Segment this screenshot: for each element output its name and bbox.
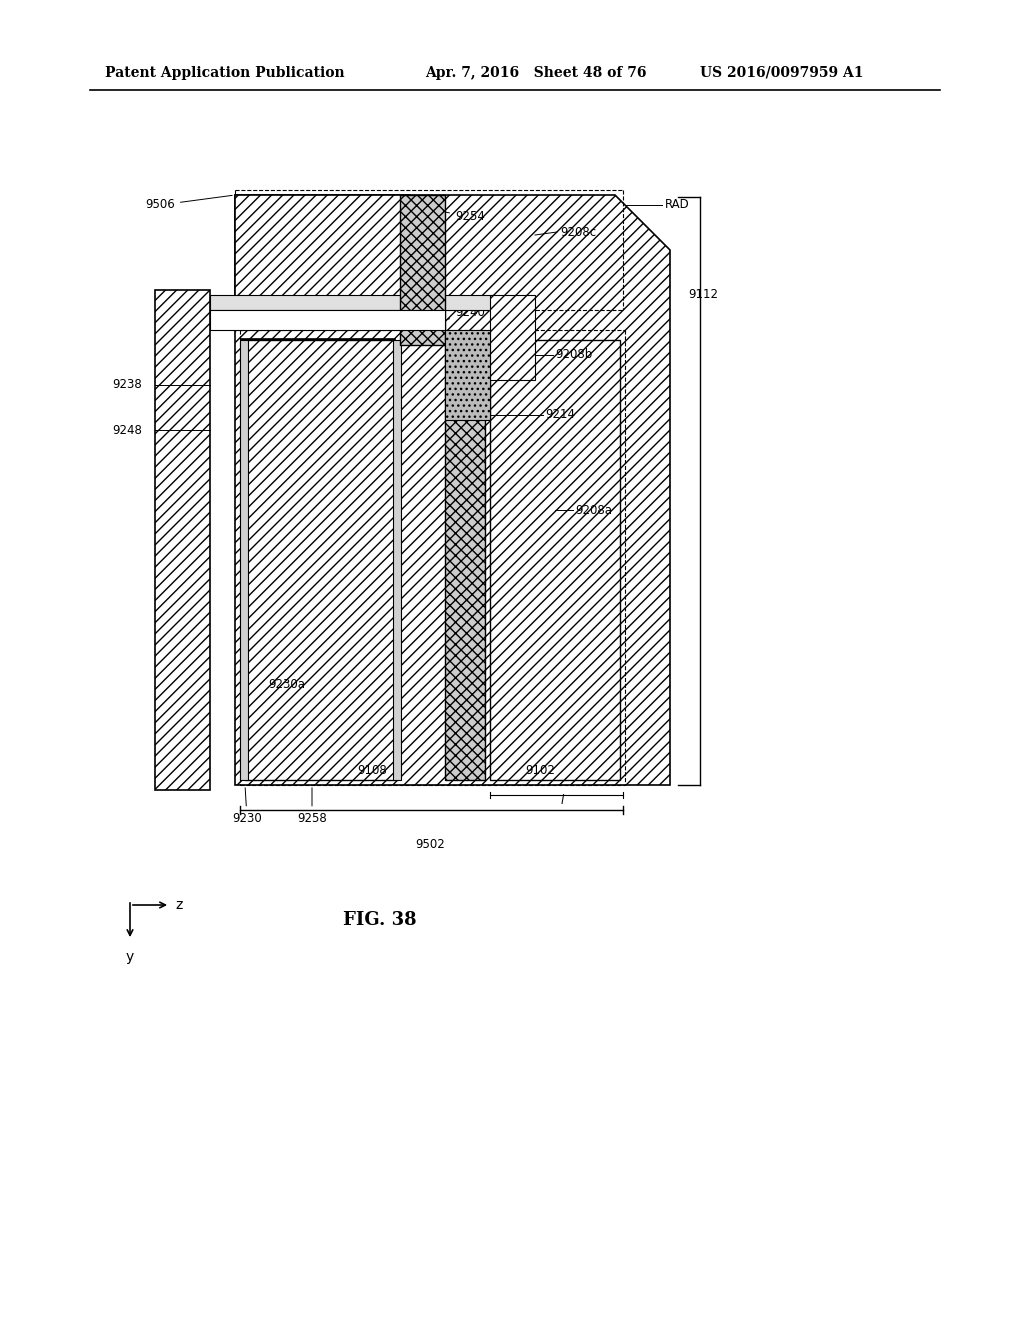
Text: 9230: 9230 xyxy=(232,788,262,825)
Text: 9248: 9248 xyxy=(112,424,142,437)
Text: 9230b: 9230b xyxy=(266,240,304,253)
Text: l: l xyxy=(560,793,563,807)
Text: 9258: 9258 xyxy=(297,788,327,825)
Bar xyxy=(240,338,395,341)
Text: 9506: 9506 xyxy=(145,195,232,211)
Text: 9106: 9106 xyxy=(451,763,480,776)
Text: 9208c: 9208c xyxy=(560,226,596,239)
Text: US 2016/0097959 A1: US 2016/0097959 A1 xyxy=(700,66,863,81)
Text: FIG. 38: FIG. 38 xyxy=(343,911,417,929)
Bar xyxy=(445,341,485,780)
Bar xyxy=(155,290,210,789)
Text: 9208b: 9208b xyxy=(555,348,592,362)
Text: 9254: 9254 xyxy=(423,207,485,223)
Bar xyxy=(210,294,495,310)
Bar xyxy=(445,330,490,420)
Text: Apr. 7, 2016   Sheet 48 of 76: Apr. 7, 2016 Sheet 48 of 76 xyxy=(425,66,646,81)
Bar xyxy=(400,195,445,345)
Text: RAD: RAD xyxy=(665,198,690,211)
Text: 9214: 9214 xyxy=(545,408,575,421)
Bar xyxy=(234,195,410,300)
Text: 9238: 9238 xyxy=(113,379,142,392)
Bar xyxy=(245,341,395,780)
Text: 9208a: 9208a xyxy=(575,503,612,516)
Bar xyxy=(490,341,620,780)
Text: z: z xyxy=(175,898,182,912)
Text: y: y xyxy=(126,950,134,964)
Text: 9230a: 9230a xyxy=(268,678,305,692)
PathPatch shape xyxy=(234,195,670,785)
Text: 9240: 9240 xyxy=(447,306,485,319)
Text: 9502: 9502 xyxy=(415,838,444,851)
Text: 9102: 9102 xyxy=(525,763,555,776)
Bar xyxy=(210,310,445,330)
Text: 9108: 9108 xyxy=(357,763,387,776)
Bar xyxy=(393,341,401,780)
Text: 9504: 9504 xyxy=(360,240,390,253)
Bar xyxy=(490,294,535,380)
Bar xyxy=(240,341,248,780)
Text: 9112: 9112 xyxy=(688,289,718,301)
Text: Patent Application Publication: Patent Application Publication xyxy=(105,66,345,81)
